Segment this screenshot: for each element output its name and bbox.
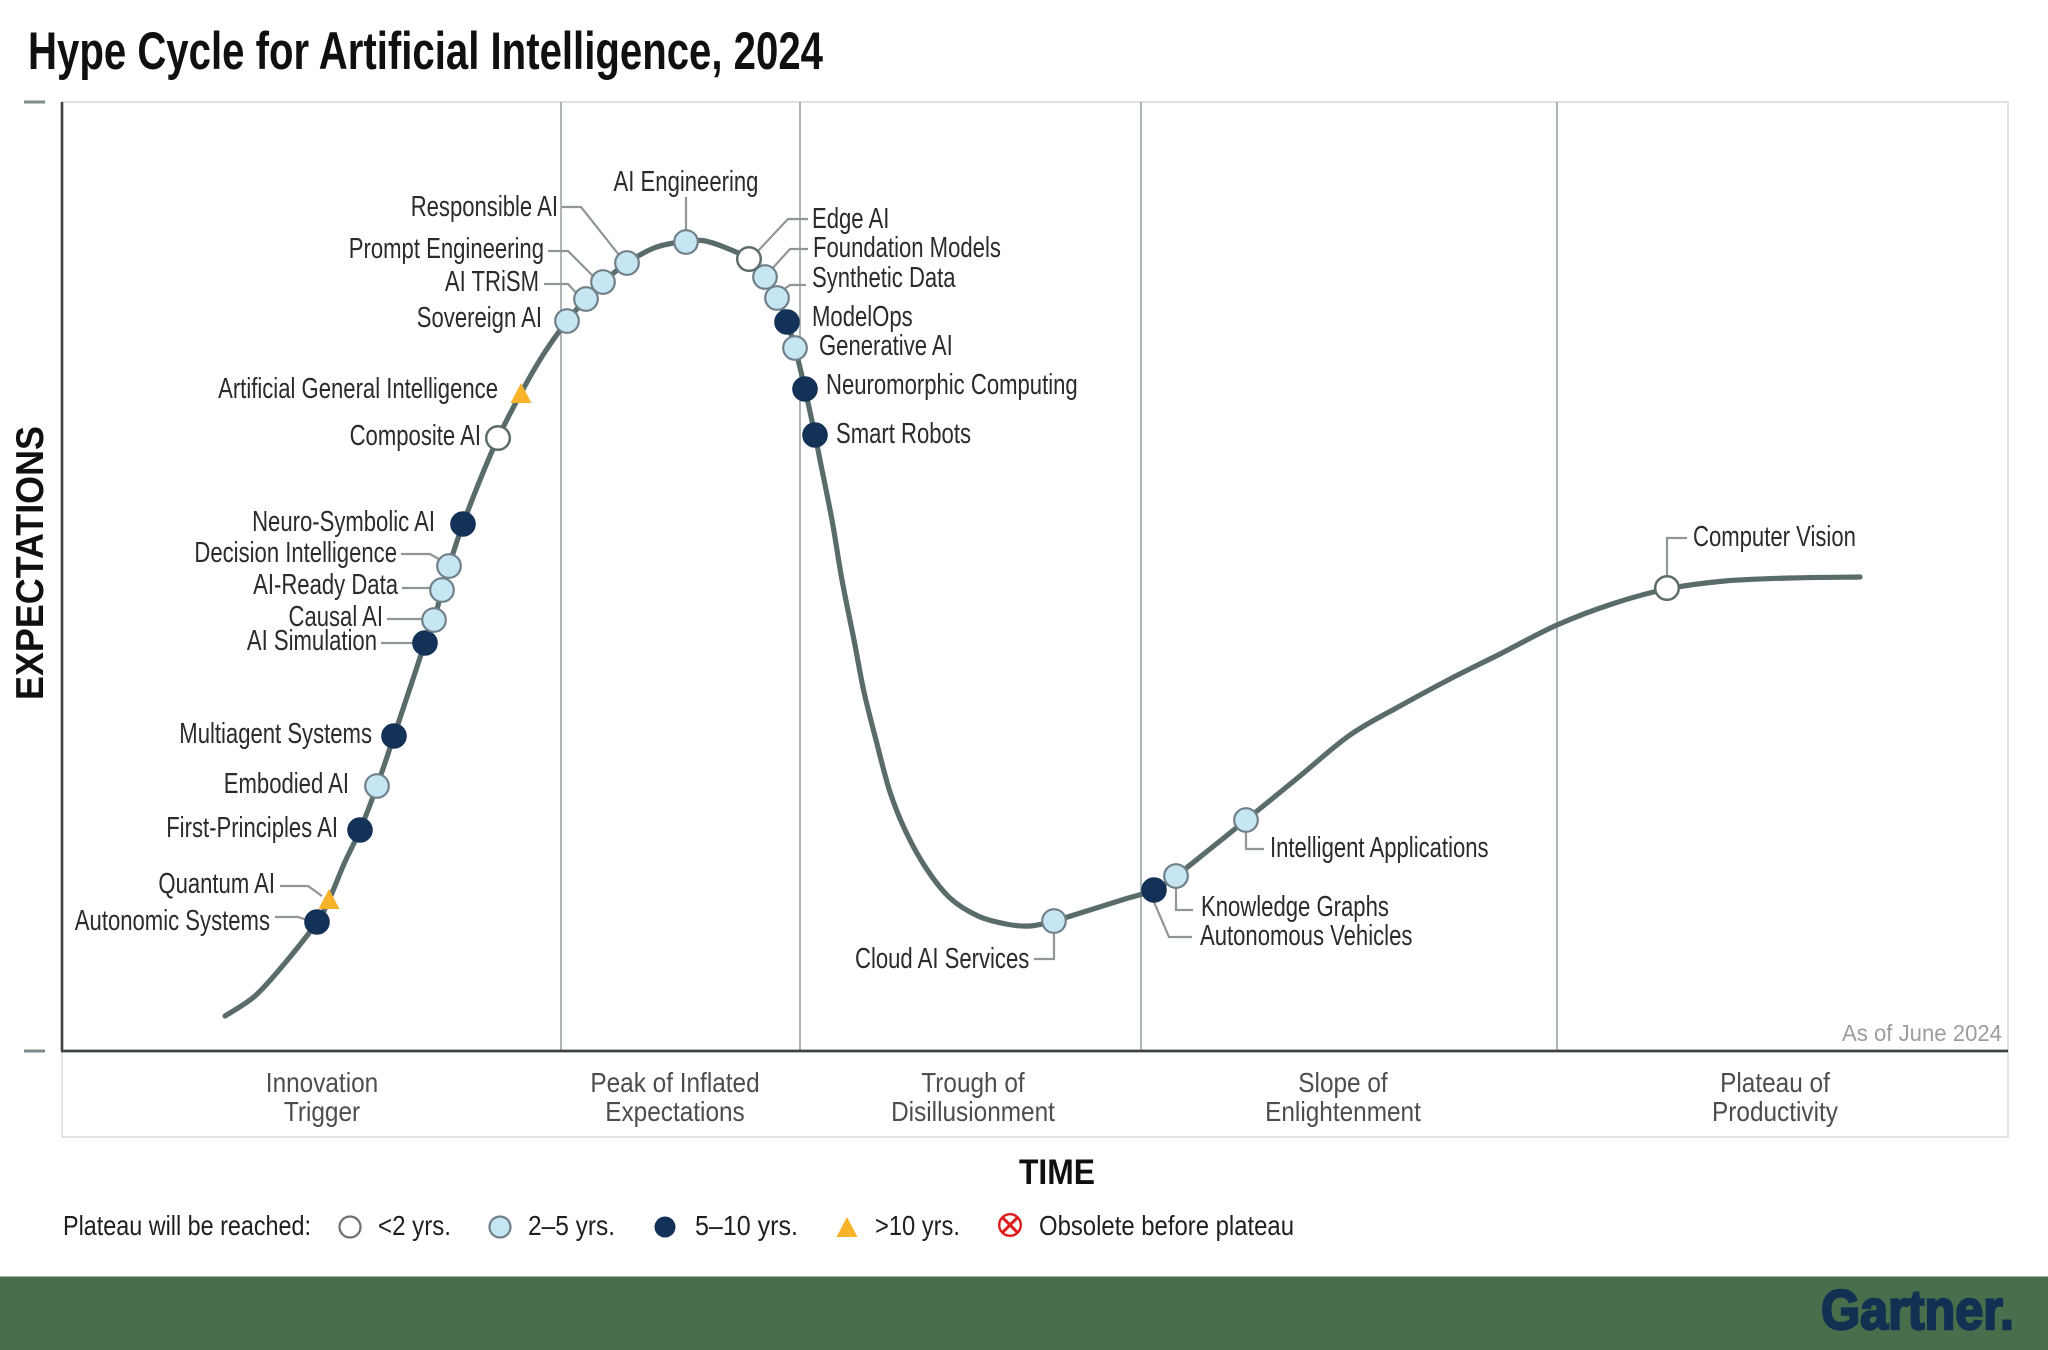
svg-text:Generative AI: Generative AI [819, 330, 953, 362]
svg-text:TIME: TIME [1019, 1153, 1095, 1192]
svg-text:AI-Ready Data: AI-Ready Data [253, 569, 398, 601]
svg-text:Gartner.: Gartner. [1821, 1278, 2014, 1341]
svg-text:Cloud AI Services: Cloud AI Services [855, 943, 1029, 975]
svg-text:Disillusionment: Disillusionment [891, 1096, 1055, 1127]
svg-text:Responsible AI: Responsible AI [411, 191, 558, 223]
svg-text:Autonomous Vehicles: Autonomous Vehicles [1200, 920, 1412, 952]
svg-text:Edge AI: Edge AI [812, 203, 889, 235]
svg-text:AI Simulation: AI Simulation [247, 625, 377, 657]
svg-text:Multiagent Systems: Multiagent Systems [179, 718, 372, 750]
svg-text:<2 yrs.: <2 yrs. [378, 1210, 451, 1241]
svg-text:Synthetic Data: Synthetic Data [812, 262, 956, 294]
svg-text:Neuro-Symbolic AI: Neuro-Symbolic AI [252, 506, 435, 538]
svg-text:>10 yrs.: >10 yrs. [875, 1210, 960, 1241]
svg-text:As of June 2024: As of June 2024 [1842, 1020, 2002, 1046]
svg-text:Trough of: Trough of [921, 1067, 1025, 1098]
svg-text:5–10 yrs.: 5–10 yrs. [695, 1210, 798, 1241]
svg-text:Plateau of: Plateau of [1720, 1067, 1830, 1098]
svg-text:Knowledge Graphs: Knowledge Graphs [1201, 891, 1389, 923]
svg-text:AI TRiSM: AI TRiSM [445, 266, 539, 298]
svg-text:Trigger: Trigger [284, 1096, 360, 1127]
svg-text:Artificial General Intelligenc: Artificial General Intelligence [218, 373, 498, 405]
svg-text:Foundation Models: Foundation Models [813, 232, 1001, 264]
svg-text:Neuromorphic Computing: Neuromorphic Computing [826, 369, 1078, 401]
svg-text:Slope of: Slope of [1298, 1067, 1388, 1098]
svg-text:EXPECTATIONS: EXPECTATIONS [9, 426, 52, 700]
svg-text:Innovation: Innovation [266, 1067, 378, 1098]
svg-text:2–5 yrs.: 2–5 yrs. [528, 1210, 615, 1241]
svg-text:First-Principles AI: First-Principles AI [166, 812, 338, 844]
svg-text:Expectations: Expectations [605, 1096, 745, 1127]
svg-text:Productivity: Productivity [1712, 1096, 1838, 1127]
svg-text:Autonomic Systems: Autonomic Systems [75, 905, 270, 937]
svg-text:Composite AI: Composite AI [350, 420, 481, 452]
svg-text:ModelOps: ModelOps [812, 301, 913, 333]
svg-text:Obsolete before plateau: Obsolete before plateau [1039, 1210, 1294, 1241]
svg-text:Decision Intelligence: Decision Intelligence [194, 537, 397, 569]
svg-text:Enlightenment: Enlightenment [1265, 1096, 1421, 1127]
svg-text:Peak of Inflated: Peak of Inflated [590, 1067, 759, 1098]
svg-text:Computer Vision: Computer Vision [1693, 521, 1856, 553]
svg-text:Quantum AI: Quantum AI [158, 868, 275, 900]
svg-text:Prompt Engineering: Prompt Engineering [349, 233, 544, 265]
svg-text:Smart Robots: Smart Robots [836, 418, 971, 450]
svg-text:AI Engineering: AI Engineering [614, 166, 759, 198]
svg-text:Causal AI: Causal AI [289, 601, 384, 633]
svg-text:Intelligent Applications: Intelligent Applications [1270, 832, 1489, 864]
svg-text:Hype Cycle for Artificial Inte: Hype Cycle for Artificial Intelligence, … [28, 22, 823, 81]
svg-text:Sovereign AI: Sovereign AI [417, 302, 542, 334]
svg-text:Plateau will be reached:: Plateau will be reached: [63, 1210, 311, 1241]
svg-text:Embodied AI: Embodied AI [224, 768, 349, 800]
